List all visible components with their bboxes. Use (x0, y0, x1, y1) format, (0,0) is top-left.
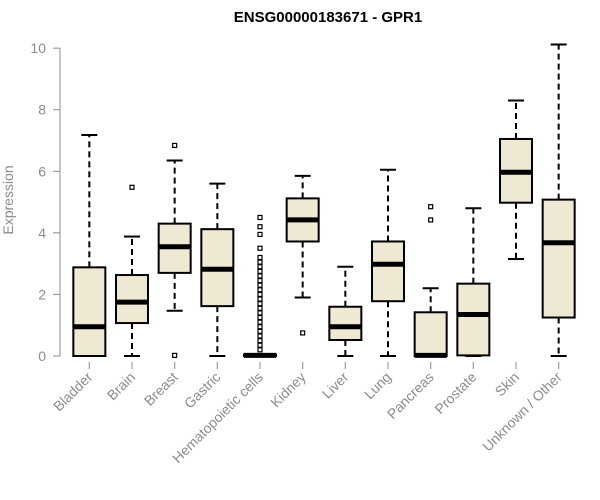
y-tick-label: 10 (30, 40, 46, 56)
x-tick-label: Kidney (267, 369, 309, 411)
box-breast (157, 142, 192, 358)
outlier-point (257, 224, 263, 230)
outlier-point (257, 214, 263, 221)
y-axis: 0 2 4 6 8 10 (30, 40, 61, 364)
outlier-point (257, 287, 263, 293)
x-tick-label: Bladder (50, 369, 96, 415)
x-tick-label: Prostate (431, 369, 479, 417)
outlier-point (257, 245, 263, 251)
chart-title: ENSG00000183671 - GPR1 (234, 9, 422, 26)
box-brain (115, 184, 149, 357)
box-kidney (285, 174, 320, 336)
outlier-point (428, 217, 434, 223)
y-axis-label: Expression (0, 165, 16, 234)
outlier-point (129, 184, 135, 190)
x-tick-label: Breast (141, 369, 181, 409)
outlier-point (257, 314, 263, 321)
outlier-point (257, 268, 263, 274)
outlier-point (257, 319, 263, 325)
outlier-point (257, 342, 263, 348)
x-tick-label: Liver (319, 369, 352, 402)
box-iqr (541, 198, 576, 319)
outlier-point (257, 291, 263, 298)
box-iqr (456, 282, 491, 357)
outlier-point (172, 352, 178, 358)
box-unknown-other (541, 43, 576, 357)
x-tick-label: Lung (361, 369, 394, 402)
box-skin (499, 99, 533, 261)
outlier-point (257, 301, 263, 307)
outlier-point (257, 324, 263, 330)
outlier-point (257, 328, 263, 334)
box-pancreas (413, 204, 448, 358)
outlier-point (257, 282, 263, 288)
outlier-point (257, 305, 263, 311)
box-bladder (72, 133, 107, 358)
outlier-point (257, 347, 263, 353)
x-tick-label: Brain (104, 369, 138, 403)
outlier-point (257, 254, 263, 261)
outlier-point (257, 333, 263, 339)
box-iqr (371, 240, 405, 303)
box-lung (371, 168, 405, 357)
y-tick-label: 2 (38, 286, 46, 302)
outlier-point (257, 296, 263, 302)
outlier-point (428, 204, 434, 210)
x-tick-label: Pancreas (384, 369, 437, 422)
box-liver (328, 265, 363, 357)
y-tick-label: 6 (38, 163, 46, 179)
x-tick-label: Skin (492, 369, 523, 400)
outlier-point (257, 264, 263, 270)
outlier-point (257, 259, 263, 265)
box-prostate (456, 207, 491, 357)
outlier-point (300, 330, 306, 336)
box-hematopoietic-cells (243, 214, 277, 358)
outlier-point (257, 277, 263, 284)
y-tick-label: 4 (38, 225, 46, 241)
box-group (72, 43, 576, 358)
outlier-point (257, 231, 263, 238)
box-gastric (200, 182, 235, 357)
outlier-point (172, 142, 178, 149)
x-tick-label: Unknown / Other (479, 369, 565, 455)
box-iqr (328, 305, 363, 341)
box-iqr (115, 274, 149, 325)
outlier-point (257, 338, 263, 344)
box-iqr (413, 311, 448, 358)
outlier-point (257, 273, 263, 279)
outlier-point (257, 310, 263, 316)
x-tick-label: Gastric (181, 369, 224, 412)
box-iqr (72, 266, 107, 358)
y-tick-label: 0 (38, 348, 46, 364)
y-tick-label: 8 (38, 102, 46, 118)
